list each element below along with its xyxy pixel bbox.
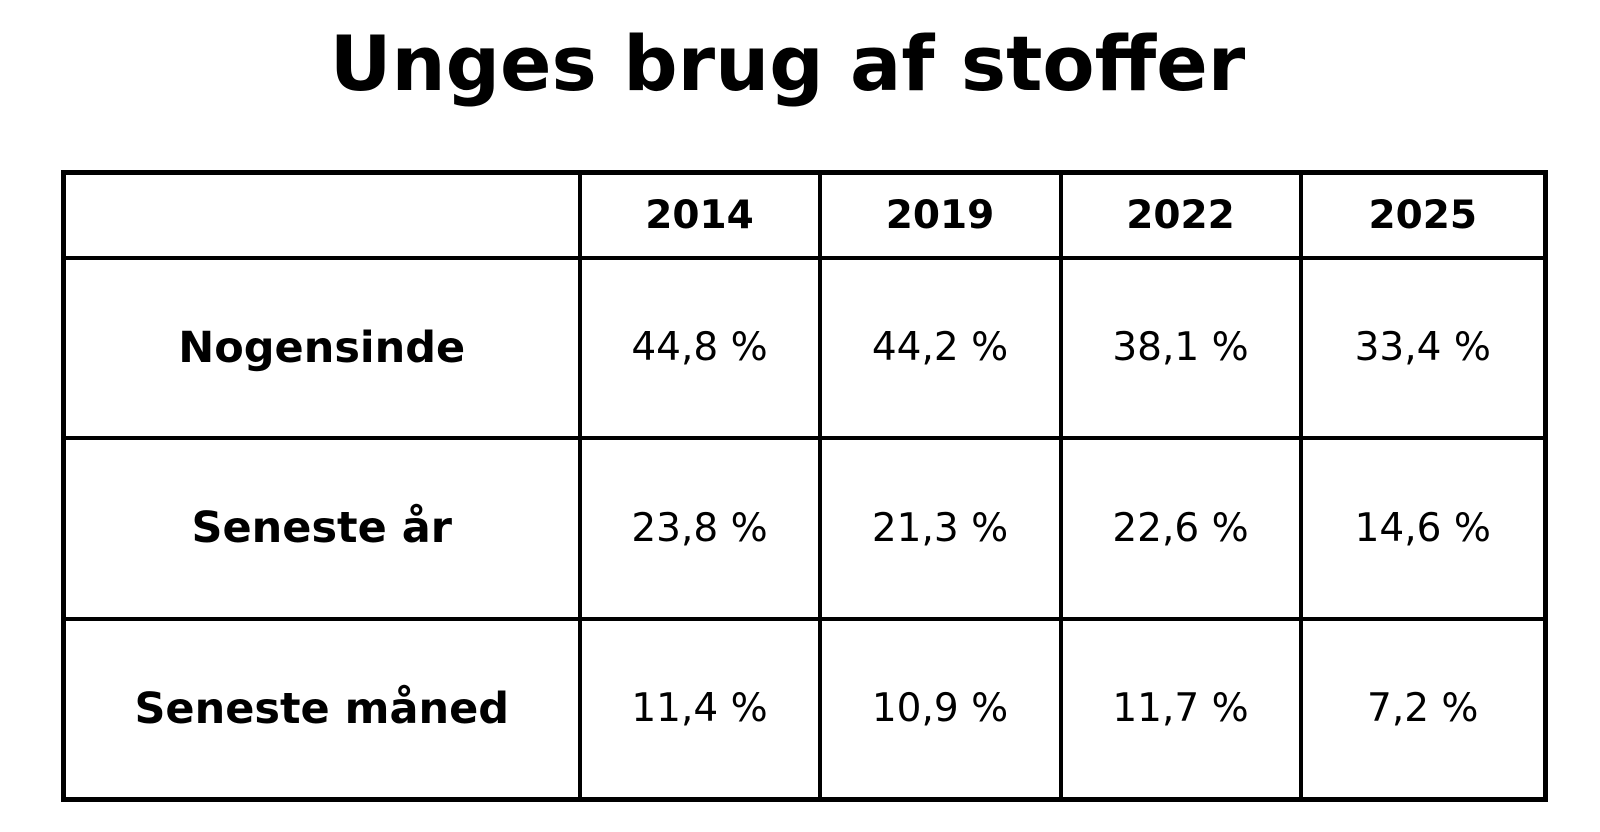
table-cell: 14,6 %: [1298, 436, 1548, 621]
table-cell: 44,2 %: [817, 255, 1063, 441]
column-header-2025: 2025: [1298, 170, 1548, 260]
column-header-2022: 2022: [1058, 170, 1303, 260]
page-title: Unges brug af stoffer: [329, 19, 1246, 108]
table-cell: 23,8 %: [577, 436, 822, 621]
corner-cell: [61, 170, 582, 260]
table-header-row: 2014 2019 2022 2025: [61, 170, 1548, 260]
table-row-nogensinde: Nogensinde 44,8 % 44,2 % 38,1 % 33,4 %: [61, 255, 1548, 441]
table-cell: 44,8 %: [577, 255, 822, 441]
table-cell: 10,9 %: [817, 616, 1063, 802]
table-cell: 21,3 %: [817, 436, 1063, 621]
row-label-seneste-maned: Seneste måned: [61, 616, 582, 802]
table-cell: 38,1 %: [1058, 255, 1303, 441]
row-label-seneste-ar: Seneste år: [61, 436, 582, 621]
table-cell: 22,6 %: [1058, 436, 1303, 621]
table-cell: 7,2 %: [1298, 616, 1548, 802]
data-table: 2014 2019 2022 2025 Nogensinde 44,8 % 44…: [61, 170, 1548, 802]
column-header-2019: 2019: [817, 170, 1063, 260]
table-cell: 11,7 %: [1058, 616, 1303, 802]
table-row-seneste-ar: Seneste år 23,8 % 21,3 % 22,6 % 14,6 %: [61, 436, 1548, 621]
table-row-seneste-maned: Seneste måned 11,4 % 10,9 % 11,7 % 7,2 %: [61, 616, 1548, 802]
table-cell: 33,4 %: [1298, 255, 1548, 441]
column-header-2014: 2014: [577, 170, 822, 260]
row-label-nogensinde: Nogensinde: [61, 255, 582, 441]
table-cell: 11,4 %: [577, 616, 822, 802]
